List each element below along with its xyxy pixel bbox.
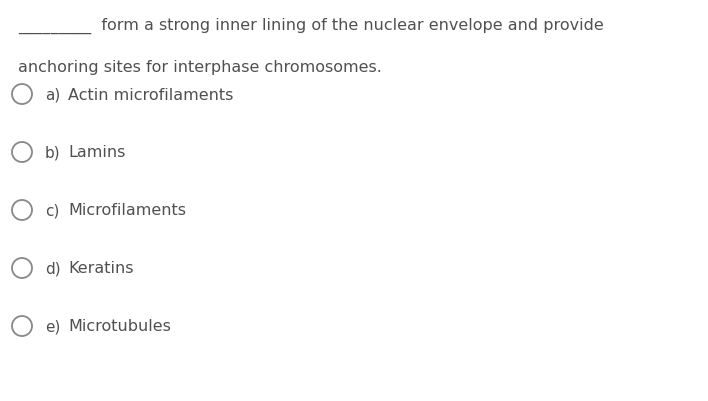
Text: anchoring sites for interphase chromosomes.: anchoring sites for interphase chromosom… <box>18 60 382 75</box>
Text: _________  form a strong inner lining of the nuclear envelope and provide: _________ form a strong inner lining of … <box>18 18 604 34</box>
Text: Microtubules: Microtubules <box>68 319 171 334</box>
Text: b): b) <box>45 145 61 160</box>
Text: c): c) <box>45 203 59 218</box>
Text: Microfilaments: Microfilaments <box>68 203 186 218</box>
Circle shape <box>12 143 32 162</box>
Text: d): d) <box>45 261 61 276</box>
Circle shape <box>12 85 32 105</box>
Circle shape <box>12 258 32 278</box>
Text: Actin microfilaments: Actin microfilaments <box>68 87 234 102</box>
Text: e): e) <box>45 319 60 334</box>
Text: Lamins: Lamins <box>68 145 125 160</box>
Circle shape <box>12 316 32 336</box>
Text: Keratins: Keratins <box>68 261 134 276</box>
Text: a): a) <box>45 87 60 102</box>
Circle shape <box>12 200 32 221</box>
